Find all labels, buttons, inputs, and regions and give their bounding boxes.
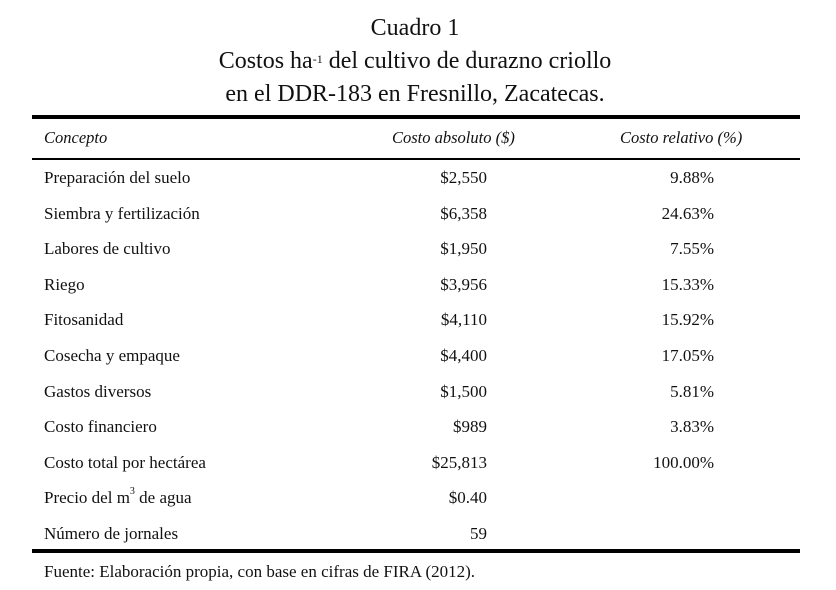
cell-concepto: Gastos diversos <box>44 381 152 401</box>
table-row: Gastos diversos $1,500 5.81% <box>0 382 836 417</box>
cell-costo-relativo: 17.05% <box>661 346 714 365</box>
title-line-2-rest: del cultivo de durazno criollo <box>322 48 612 74</box>
cell-costo-absoluto: $4,110 <box>440 310 487 330</box>
cell-costo-absoluto: $0.40 <box>448 488 487 508</box>
cell-costo-absoluto: $989 <box>453 417 487 437</box>
title-line-2-text: Costos ha <box>218 48 313 74</box>
cell-concepto: Labores de cultivo <box>44 239 171 259</box>
header-concepto: Concepto <box>44 128 108 147</box>
cell-concepto-rest: de agua <box>134 488 192 508</box>
table-row: Número de jornales 59 <box>0 524 836 559</box>
cell-concepto: Número de jornales <box>44 524 179 543</box>
table-row: Costo total por hectárea $25,813 100.00% <box>0 453 836 488</box>
table-row: Labores de cultivo $1,950 7.55% <box>0 239 836 274</box>
cell-concepto: Preparación del suelo <box>44 168 191 187</box>
cell-concepto: Fitosanidad <box>44 310 124 330</box>
cell-costo-relativo: 100.00% <box>653 452 714 472</box>
title-superscript: -1 <box>312 52 323 66</box>
header-rule <box>32 158 800 160</box>
cell-costo-absoluto: $3,956 <box>440 274 487 294</box>
cell-concepto: Cosecha y empaque <box>44 346 180 365</box>
table-row: Riego $3,956 15.33% <box>0 275 836 310</box>
cell-concepto: Costo total por hectárea <box>44 452 206 472</box>
cell-concepto: Precio del m3 de agua <box>44 486 192 508</box>
cell-costo-absoluto: $2,550 <box>440 168 487 187</box>
source-note: Fuente: Elaboración propia, con base en … <box>44 562 476 581</box>
top-rule <box>32 115 800 119</box>
cell-costo-absoluto: $1,950 <box>440 239 487 259</box>
cell-costo-absoluto: $25,813 <box>431 452 487 472</box>
cell-costo-absoluto: $6,358 <box>440 203 487 223</box>
table-row: Costo financiero $989 3.83% <box>0 417 836 452</box>
cell-costo-absoluto: $1,500 <box>440 381 487 401</box>
bottom-rule <box>32 549 800 553</box>
table-row: Precio del m3 de agua $0.40 <box>0 486 836 523</box>
cell-costo-relativo: 5.81% <box>670 381 714 401</box>
cell-concepto: Siembra y fertilización <box>44 203 200 223</box>
cell-concepto: Riego <box>44 274 85 294</box>
table-row: Siembra y fertilización $6,358 24.63% <box>0 204 836 239</box>
table-row: Fitosanidad $4,110 15.92% <box>0 310 836 345</box>
cell-costo-relativo: 7.55% <box>670 239 714 259</box>
cell-costo-relativo: 9.88% <box>670 168 714 187</box>
header-costo-absoluto: Costo absoluto ($) <box>392 128 515 147</box>
cell-concepto-text: Precio del m <box>44 488 130 508</box>
cell-concepto: Costo financiero <box>44 417 157 437</box>
cell-costo-relativo: 24.63% <box>661 203 714 223</box>
cell-costo-absoluto: 59 <box>470 524 487 543</box>
title-line-3: en el DDR-183 en Fresnillo, Zacatecas. <box>225 81 605 107</box>
cell-costo-relativo: 15.33% <box>661 274 714 294</box>
table-title: Cuadro 1 Costos ha-1 del cultivo de dura… <box>0 12 830 111</box>
superscript: 3 <box>129 486 135 498</box>
header-costo-relativo: Costo relativo (%) <box>620 128 743 147</box>
cell-costo-relativo: 15.92% <box>661 310 714 330</box>
table-row: Cosecha y empaque $4,400 17.05% <box>0 346 836 381</box>
table-row: Preparación del suelo $2,550 9.88% <box>0 168 836 203</box>
title-line-1: Cuadro 1 <box>370 15 460 41</box>
cell-costo-relativo: 3.83% <box>670 417 714 437</box>
cell-costo-absoluto: $4,400 <box>440 346 487 365</box>
title-line-2: Costos ha-1 del cultivo de durazno criol… <box>0 45 830 78</box>
